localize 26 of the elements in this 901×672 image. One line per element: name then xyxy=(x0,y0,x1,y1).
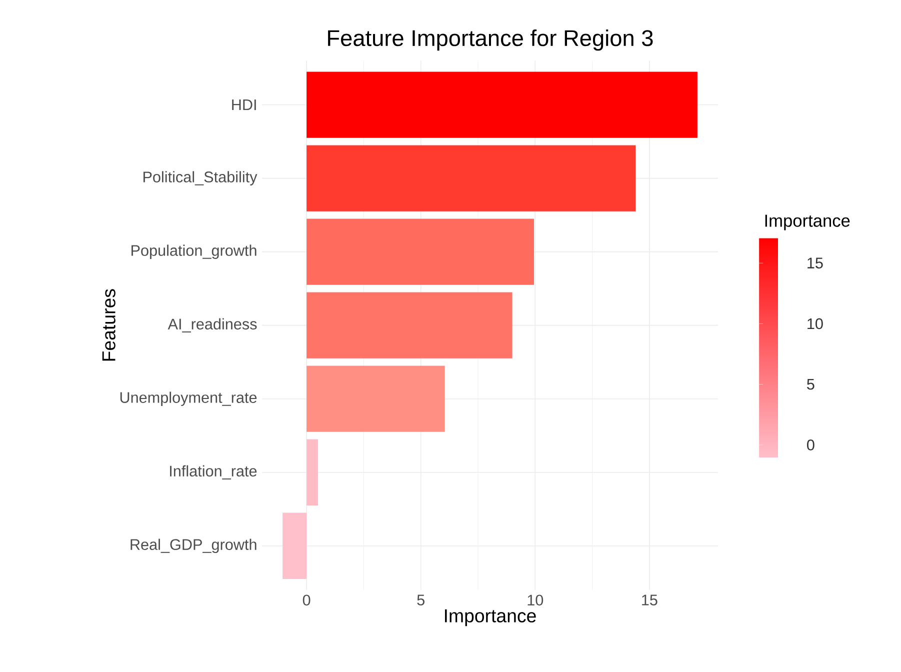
y-tick-label: Unemployment_rate xyxy=(120,392,257,406)
bar xyxy=(282,512,307,579)
bar xyxy=(306,218,534,285)
x-axis-title: Importance xyxy=(445,609,536,626)
x-tick-label: 5 xyxy=(417,594,424,606)
color-bar-label: 0 xyxy=(807,440,814,450)
x-tick-label: 15 xyxy=(642,594,658,606)
chart-title: Feature Importance for Region 3 xyxy=(328,30,653,51)
y-tick-label: Real_GDP_growth xyxy=(130,538,256,554)
y-axis-title: Features xyxy=(102,289,116,361)
y-tick-label: Population_growth xyxy=(132,244,256,259)
x-tick-label: 10 xyxy=(528,594,544,606)
x-tick-label: 0 xyxy=(302,594,310,606)
y-tick-label: HDI xyxy=(232,100,256,110)
color-bar-label: 15 xyxy=(808,258,823,268)
color-bar-label: 5 xyxy=(807,378,814,390)
bar xyxy=(306,366,445,432)
y-tick-label: Inflation_rate xyxy=(170,465,257,480)
y-tick-label: AI_readiness xyxy=(168,318,257,332)
bar xyxy=(306,439,318,506)
bar xyxy=(306,145,636,212)
color-bar-title: Importance xyxy=(765,214,850,230)
bar xyxy=(306,292,512,358)
bar xyxy=(306,72,698,138)
y-tick-label: Political_Stability xyxy=(143,171,258,186)
color-bar-label: 10 xyxy=(808,318,823,330)
